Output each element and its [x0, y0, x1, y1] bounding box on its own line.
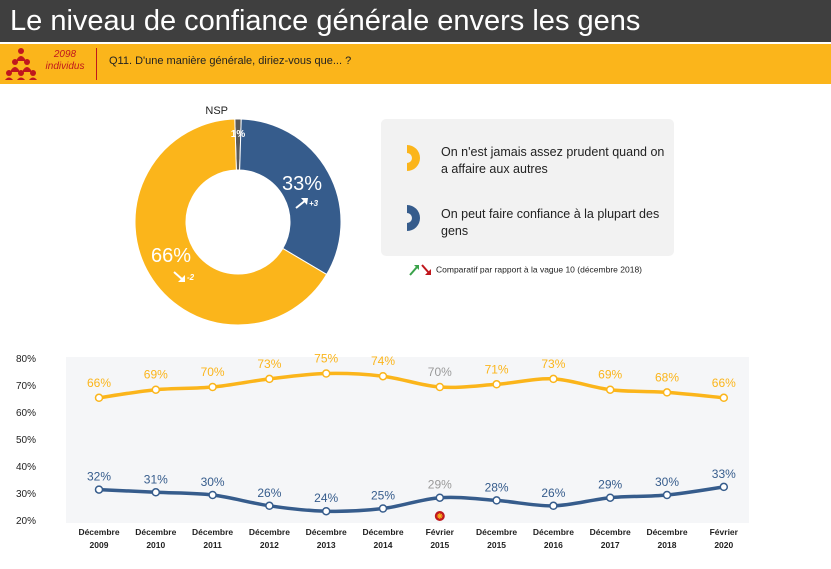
y-tick-label: 20%: [16, 516, 37, 527]
prudent-series-data-label: 68%: [655, 370, 679, 384]
prudent-delta-label: -2: [187, 273, 195, 282]
sample-size: 2098 individus: [36, 49, 94, 73]
trust-series-point: [435, 493, 445, 502]
x-tick-label: Février 2020: [709, 527, 738, 550]
prudent-series-point: [435, 382, 445, 392]
trust-series-data-label: 30%: [655, 475, 679, 489]
x-tick-label: Décembre 2017: [589, 527, 631, 550]
prudent-series-data-label: 66%: [712, 376, 736, 390]
prudent-series-point: [605, 385, 615, 394]
prudent-series-data-label: 74%: [371, 354, 395, 368]
nsp-value-label: 1%: [231, 129, 246, 140]
x-tick-label: Février 2015: [425, 527, 454, 550]
trust-series-point: [265, 501, 274, 511]
x-tick-label: Décembre 2015: [476, 527, 518, 550]
trust-series-data-label: 28%: [485, 480, 509, 494]
trust-series-point: [94, 485, 104, 494]
x-tick-label: Décembre 2010: [135, 527, 177, 550]
trust-series-data-label: 32%: [87, 470, 111, 484]
trust-series-data-label: 29%: [428, 478, 452, 492]
trust-series-data-label: 29%: [598, 478, 622, 492]
prudent-series-point: [719, 393, 729, 403]
trust-series-data-label: 31%: [144, 472, 168, 486]
prudent-series-data-label: 75%: [314, 352, 338, 366]
prudent-series-data-label: 73%: [541, 357, 565, 371]
trust-series-data-label: 33%: [712, 467, 736, 481]
sample-count: 2098: [53, 49, 77, 60]
trust-series-point: [662, 490, 672, 500]
title-bar: Le niveau de confiance générale envers l…: [0, 0, 831, 42]
legend-item-trust: On peut faire confiance à la plupart des…: [441, 207, 660, 238]
comparison-note: Comparatif par rapport à la vague 10 (dé…: [409, 264, 642, 276]
prudent-series-point: [662, 388, 672, 397]
trust-series-point: [208, 490, 217, 500]
sample-unit: individus: [45, 61, 85, 72]
trust-series-data-label: 26%: [541, 486, 565, 500]
trust-series-point: [719, 482, 729, 492]
prudent-series-data-label: 66%: [87, 376, 111, 390]
trust-series-point: [378, 504, 388, 513]
question-bar: 2098 individus Q11. D'une manière généra…: [0, 44, 831, 84]
trend-down-arrow-icon: [173, 271, 185, 282]
prudent-series-point: [492, 380, 501, 389]
trust-series-point: [151, 488, 161, 497]
prudent-percentage-label: 66%: [151, 245, 191, 267]
prudent-series-data-label: 69%: [144, 368, 168, 382]
legend-box: On n'est jamais assez prudent quand on a…: [381, 119, 674, 256]
separator: [96, 48, 97, 80]
prudent-series-line: [98, 371, 724, 400]
trust-delta-label: +3: [309, 199, 319, 208]
comparison-note-text: Comparatif par rapport à la vague 10 (dé…: [436, 264, 643, 275]
prudent-series-point: [378, 371, 388, 381]
trust-series-line: [98, 485, 725, 514]
x-tick-label: Décembre 2018: [646, 527, 688, 550]
x-tick-label: Décembre 2013: [305, 527, 347, 550]
trust-series-data-label: 24%: [314, 491, 338, 505]
trust-series-point: [321, 506, 331, 516]
trust-series-data-label: 30%: [201, 475, 225, 489]
prudent-series-data-label: 70%: [201, 365, 225, 379]
trust-series-point: [549, 501, 558, 511]
y-tick-label: 60%: [16, 408, 37, 419]
prudent-series-data-label: 73%: [257, 357, 281, 371]
people-group-icon: [5, 48, 37, 80]
page-title: Le niveau de confiance générale envers l…: [10, 5, 641, 37]
prudent-series-point: [208, 382, 217, 392]
trust-slice: [239, 118, 342, 276]
prudent-series-data-label: 69%: [598, 368, 622, 382]
y-tick-label: 30%: [16, 489, 37, 500]
x-tick-label: Décembre 2009: [78, 527, 120, 550]
prudent-series-point: [94, 393, 104, 403]
green-red-arrows-icon: [409, 264, 431, 276]
prudent-series-point: [321, 369, 331, 378]
x-tick-label: Décembre 2014: [362, 527, 404, 550]
trust-series-point: [492, 496, 501, 505]
prudent-series-data-label: 71%: [485, 362, 509, 376]
prudent-series-point: [151, 385, 161, 394]
question-text: Q11. D'une manière générale, diriez-vous…: [109, 55, 352, 67]
prudent-series-point: [265, 374, 274, 384]
trust-series-point: [605, 493, 615, 502]
x-tick-label: Décembre 2012: [248, 527, 290, 550]
trust-series-data-label: 26%: [257, 486, 281, 500]
trend-up-arrow-icon: [295, 198, 308, 209]
blue-arc-icon: [407, 205, 420, 231]
donut-chart: NSP 1% 33% +3 66% -2: [134, 105, 342, 326]
trust-percentage-label: 33%: [282, 173, 322, 195]
x-tick-label: Décembre 2011: [192, 527, 234, 550]
y-tick-label: 40%: [16, 462, 37, 473]
prudent-series-data-label: 70%: [428, 365, 452, 379]
y-tick-label: 80%: [16, 354, 37, 365]
prudent-slice: [134, 118, 328, 326]
legend-item-prudent: On n'est jamais assez prudent quand on a…: [441, 145, 665, 176]
y-tick-label: 70%: [16, 381, 37, 392]
trust-series-data-label: 25%: [371, 489, 395, 503]
x-tick-label: Décembre 2016: [532, 527, 574, 550]
nsp-label: NSP: [205, 105, 228, 117]
y-tick-label: 50%: [16, 435, 37, 446]
prudent-series-point: [549, 374, 558, 384]
yellow-arc-icon: [407, 145, 420, 171]
asterisk-icon: [436, 513, 443, 519]
